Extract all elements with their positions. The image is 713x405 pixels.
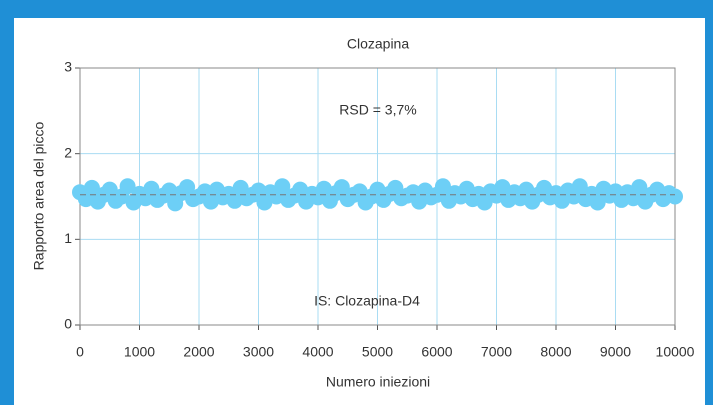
panel <box>14 18 705 405</box>
x-axis-label: Numero iniezioni <box>326 374 430 390</box>
point <box>274 178 291 195</box>
point <box>119 178 136 195</box>
chart-title: Clozapina <box>347 36 409 52</box>
x-tick-label: 6000 <box>421 344 452 360</box>
x-tick-label: 5000 <box>362 344 393 360</box>
point <box>83 179 100 196</box>
x-tick-label: 4000 <box>302 344 333 360</box>
y-tick-label: 0 <box>64 316 72 332</box>
y-axis-label: Rapporto area del picco <box>31 121 47 270</box>
annotation: RSD = 3,7% <box>339 102 416 118</box>
point <box>226 192 243 209</box>
y-tick-label: 1 <box>64 230 72 246</box>
x-tick-label: 10000 <box>656 344 695 360</box>
x-tick-label: 2000 <box>183 344 214 360</box>
point <box>333 179 350 196</box>
x-tick-label: 0 <box>76 344 84 360</box>
annotation: IS: Clozapina-D4 <box>314 293 420 309</box>
point <box>434 178 451 195</box>
point <box>179 179 196 196</box>
point <box>631 179 648 196</box>
point <box>589 194 606 211</box>
y-tick-label: 3 <box>64 59 72 75</box>
x-tick-label: 7000 <box>481 344 512 360</box>
point <box>571 178 588 195</box>
y-tick-label: 2 <box>64 144 72 160</box>
x-tick-label: 1000 <box>124 344 155 360</box>
x-tick-label: 8000 <box>540 344 571 360</box>
x-tick-label: 9000 <box>600 344 631 360</box>
point <box>667 188 683 205</box>
x-tick-label: 3000 <box>243 344 274 360</box>
